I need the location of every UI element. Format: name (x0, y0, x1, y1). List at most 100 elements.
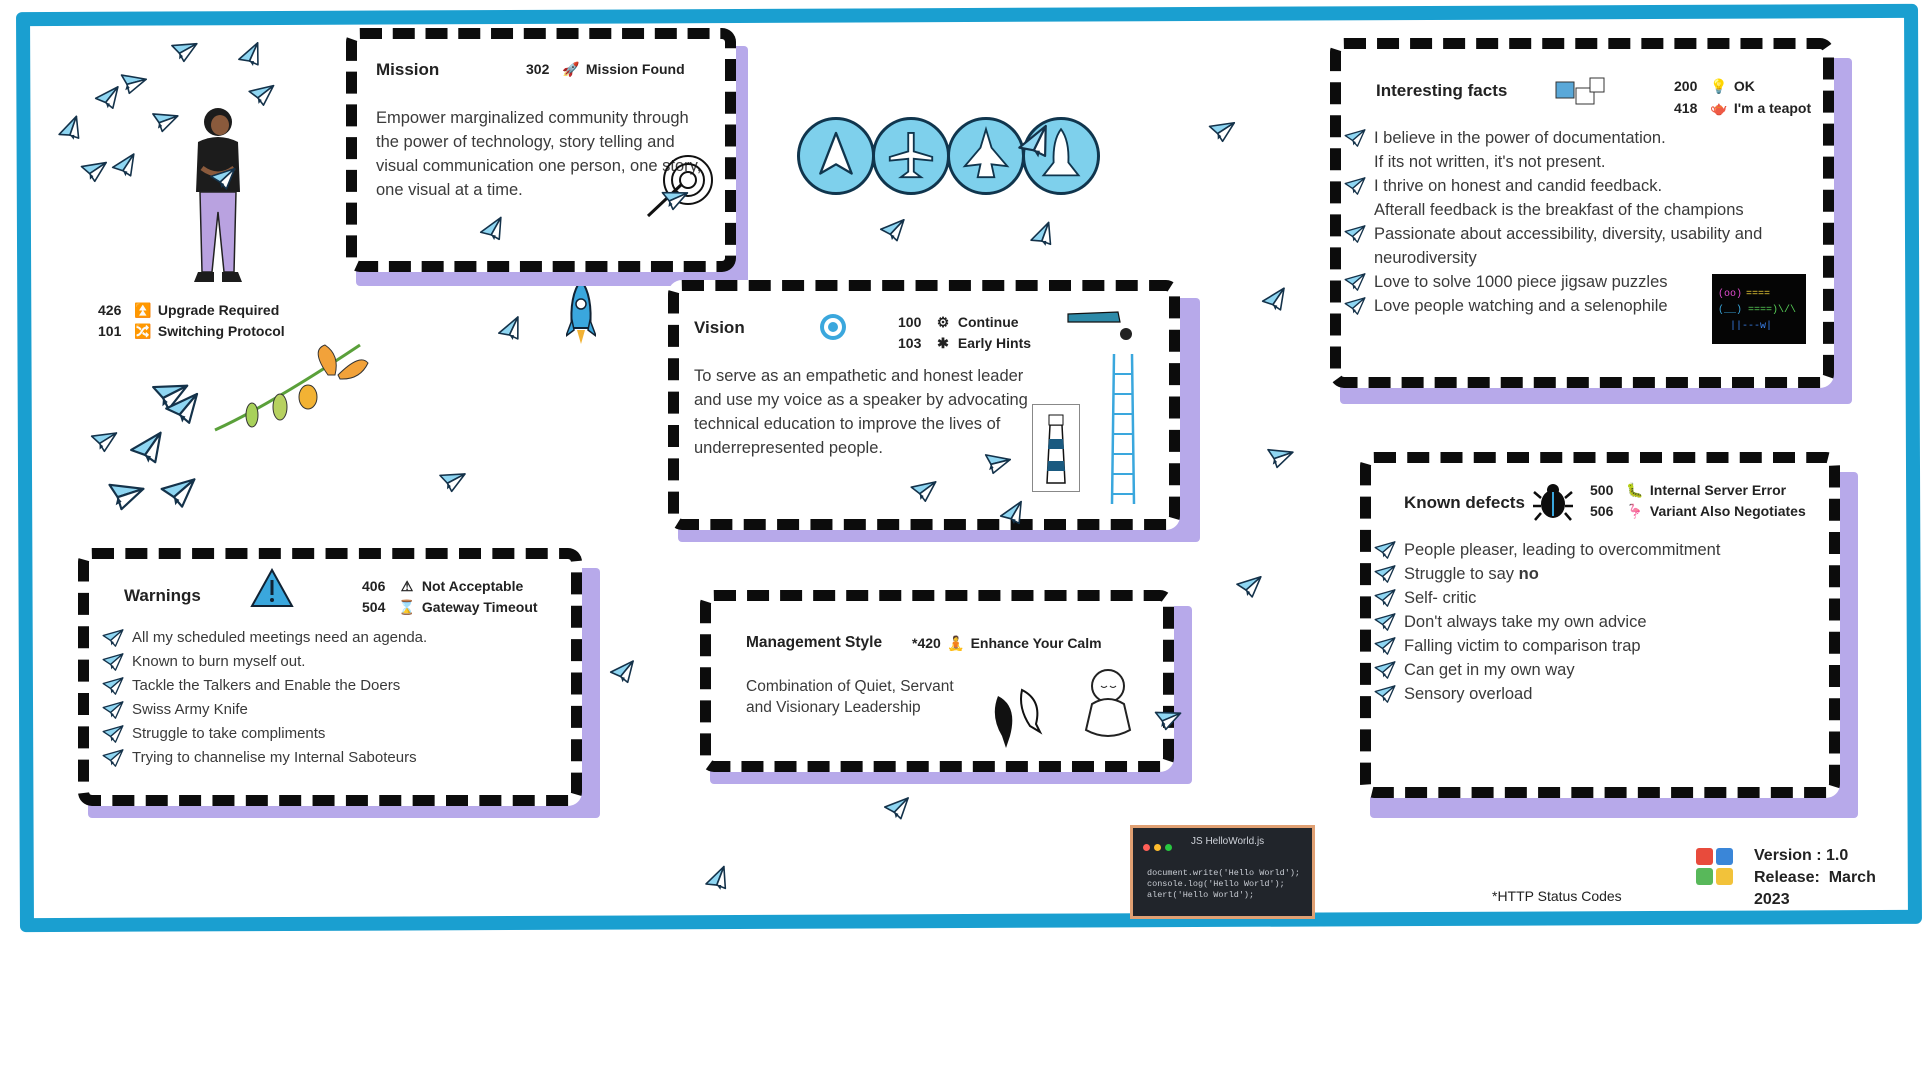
ladder-icon (1108, 324, 1138, 505)
list-item: I believe in the power of documentation.… (1344, 126, 1784, 174)
paper-plane-circle-icon (797, 117, 875, 195)
list-item: Can get in my own way (1374, 658, 1794, 682)
warning-icon (250, 567, 294, 608)
target-icon (818, 312, 848, 342)
gateway-timeout-code: 504 ⌛ Gateway Timeout (362, 599, 538, 615)
target-icon (646, 150, 716, 220)
management-text: Combination of Quiet, Servant and Vision… (746, 678, 954, 716)
window-controls (1143, 838, 1176, 856)
vision-card: Vision 100 ⚙ Continue 103 ✱ Early Hints To… (668, 280, 1200, 542)
paper-plane-icon (1344, 225, 1366, 243)
paper-plane-icon (102, 701, 124, 719)
list-item: Struggle to say no (1374, 562, 1794, 586)
koi-fish-icon (988, 686, 1048, 752)
version-block: Version : 1.0 Release: March 2023 (1754, 847, 1876, 908)
bug-emoji-icon: 🐛 (1626, 482, 1644, 498)
code-editor-image: JS HelloWorld.js document.write('Hello W… (1130, 825, 1315, 919)
svg-text:====)\/\: ====)\/\ (1748, 304, 1796, 316)
paper-plane-icon (102, 725, 124, 743)
bug-icon (1532, 480, 1574, 522)
management-card: Management Style *420 🧘 Enhance Your Cal… (700, 590, 1192, 786)
list-item: Tackle the Talkers and Enable the Doers (102, 674, 502, 698)
list-item: Passionate about accessibility, diversit… (1344, 222, 1784, 270)
facts-card: Interesting facts 200 💡 OK 418 🫖 I'm a tea… (1330, 38, 1852, 406)
paper-plane-icon (79, 158, 107, 183)
hourglass-icon: ⌛ (398, 599, 416, 615)
mission-code: 302 🚀 Mission Found (526, 61, 685, 77)
list-item: I thrive on honest and candid feedback. … (1344, 174, 1784, 222)
paper-plane-icon (879, 219, 907, 244)
list-item: Swiss Army Knife (102, 698, 502, 722)
mission-text: Empower marginalized community through t… (376, 109, 702, 199)
rocket-emoji-icon: 🚀 (562, 61, 580, 77)
list-item: All my scheduled meetings need an agenda… (102, 626, 502, 650)
paper-plane-icon (1374, 589, 1396, 607)
paper-plane-icon (102, 629, 124, 647)
flamingo-icon: 🦩 (1626, 503, 1644, 519)
paper-plane-icon (1374, 541, 1396, 559)
puzzle-icon (1550, 74, 1608, 112)
paper-plane-icon (88, 428, 117, 454)
upgrade-icon: ⏫ (134, 302, 152, 318)
paper-plane-icon (1344, 273, 1366, 291)
warnings-card: Warnings 406 ⚠ Not Acceptable 504 ⌛ Gatewa… (78, 548, 600, 820)
list-item: Falling victim to comparison trap (1374, 634, 1794, 658)
paper-plane-icon (1207, 118, 1236, 143)
paper-plane-icon (1374, 661, 1396, 679)
telescope-icon (1066, 310, 1122, 326)
moon-ascii-icon: (oo) ==== (__) ====)\/\ ||---w| (1712, 274, 1806, 344)
list-item: Love to solve 1000 piece jigsaw puzzles (1344, 270, 1784, 294)
meditation-emoji-icon: 🧘 (946, 635, 965, 651)
http-status-note: *HTTP Status Codes (1492, 888, 1622, 904)
editor-filename: JS HelloWorld.js (1191, 836, 1265, 847)
list-item: People pleaser, leading to overcommitmen… (1374, 538, 1794, 562)
list-item: Love people watching and a selenophile (1344, 294, 1784, 318)
defects-list: People pleaser, leading to overcommitmen… (1374, 538, 1794, 706)
paper-plane-icon (102, 677, 124, 695)
enhance-calm-code: *420 🧘 Enhance Your Calm (912, 635, 1102, 651)
rocket-icon (564, 278, 598, 348)
paper-plane-icon (1344, 297, 1366, 315)
paper-plane-icon (1374, 685, 1396, 703)
airplane-circle-icon (872, 117, 950, 195)
sparkle-icon: ✱ (937, 335, 949, 351)
warnings-list: All my scheduled meetings need an agenda… (102, 626, 502, 770)
jet-circle-icon (947, 117, 1025, 195)
warnings-title: Warnings (124, 586, 201, 605)
paper-plane-icon (160, 478, 196, 508)
paper-plane-icon (247, 83, 274, 106)
upgrade-code-row: 426 ⏫ Upgrade Required (98, 302, 280, 318)
butterfly-icon (210, 335, 370, 435)
list-item: Trying to channelise my Internal Saboteu… (102, 746, 502, 770)
early-hints-code: 103 ✱ Early Hints (898, 335, 1032, 351)
continue-code: 100 ⚙ Continue (898, 314, 1019, 330)
internal-server-error-code: 500 🐛 Internal Server Error (1590, 482, 1787, 498)
list-item: Known to burn myself out. (102, 650, 502, 674)
svg-text:(oo): (oo) (1718, 288, 1742, 300)
switching-code-row: 101 🔀 Switching Protocol (98, 323, 285, 339)
paper-plane-icon (1374, 565, 1396, 583)
mission-card: Mission 302 🚀 Mission Found Empower margi… (346, 28, 748, 286)
paper-plane-icon (1344, 129, 1366, 147)
teapot-icon: 🫖 (1710, 100, 1728, 116)
svg-text:(__): (__) (1718, 304, 1742, 316)
gear-icon: ⚙ (936, 314, 950, 330)
paper-plane-icon (163, 392, 203, 427)
paper-plane-icon (883, 797, 911, 821)
list-item: Self- critic (1374, 586, 1794, 610)
paper-plane-icon (1236, 576, 1262, 598)
paper-plane-icon (608, 660, 637, 686)
list-item: Struggle to take compliments (102, 722, 502, 746)
paper-plane-icon (102, 653, 124, 671)
paper-plane-icon (1374, 637, 1396, 655)
defects-card: Known defects 500 🐛 Internal Server Error… (1360, 452, 1858, 818)
paper-plane-icon (1374, 613, 1396, 631)
lighthouse-icon (1032, 404, 1080, 492)
shuffle-icon: 🔀 (134, 323, 152, 339)
paper-plane-icon (1344, 177, 1366, 195)
list-item: Sensory overload (1374, 682, 1794, 706)
svg-text:||---w|: ||---w| (1730, 320, 1772, 332)
facts-title: Interesting facts (1376, 81, 1508, 100)
teapot-code: 418 🫖 I'm a teapot (1674, 100, 1812, 116)
vision-title: Vision (694, 318, 745, 337)
